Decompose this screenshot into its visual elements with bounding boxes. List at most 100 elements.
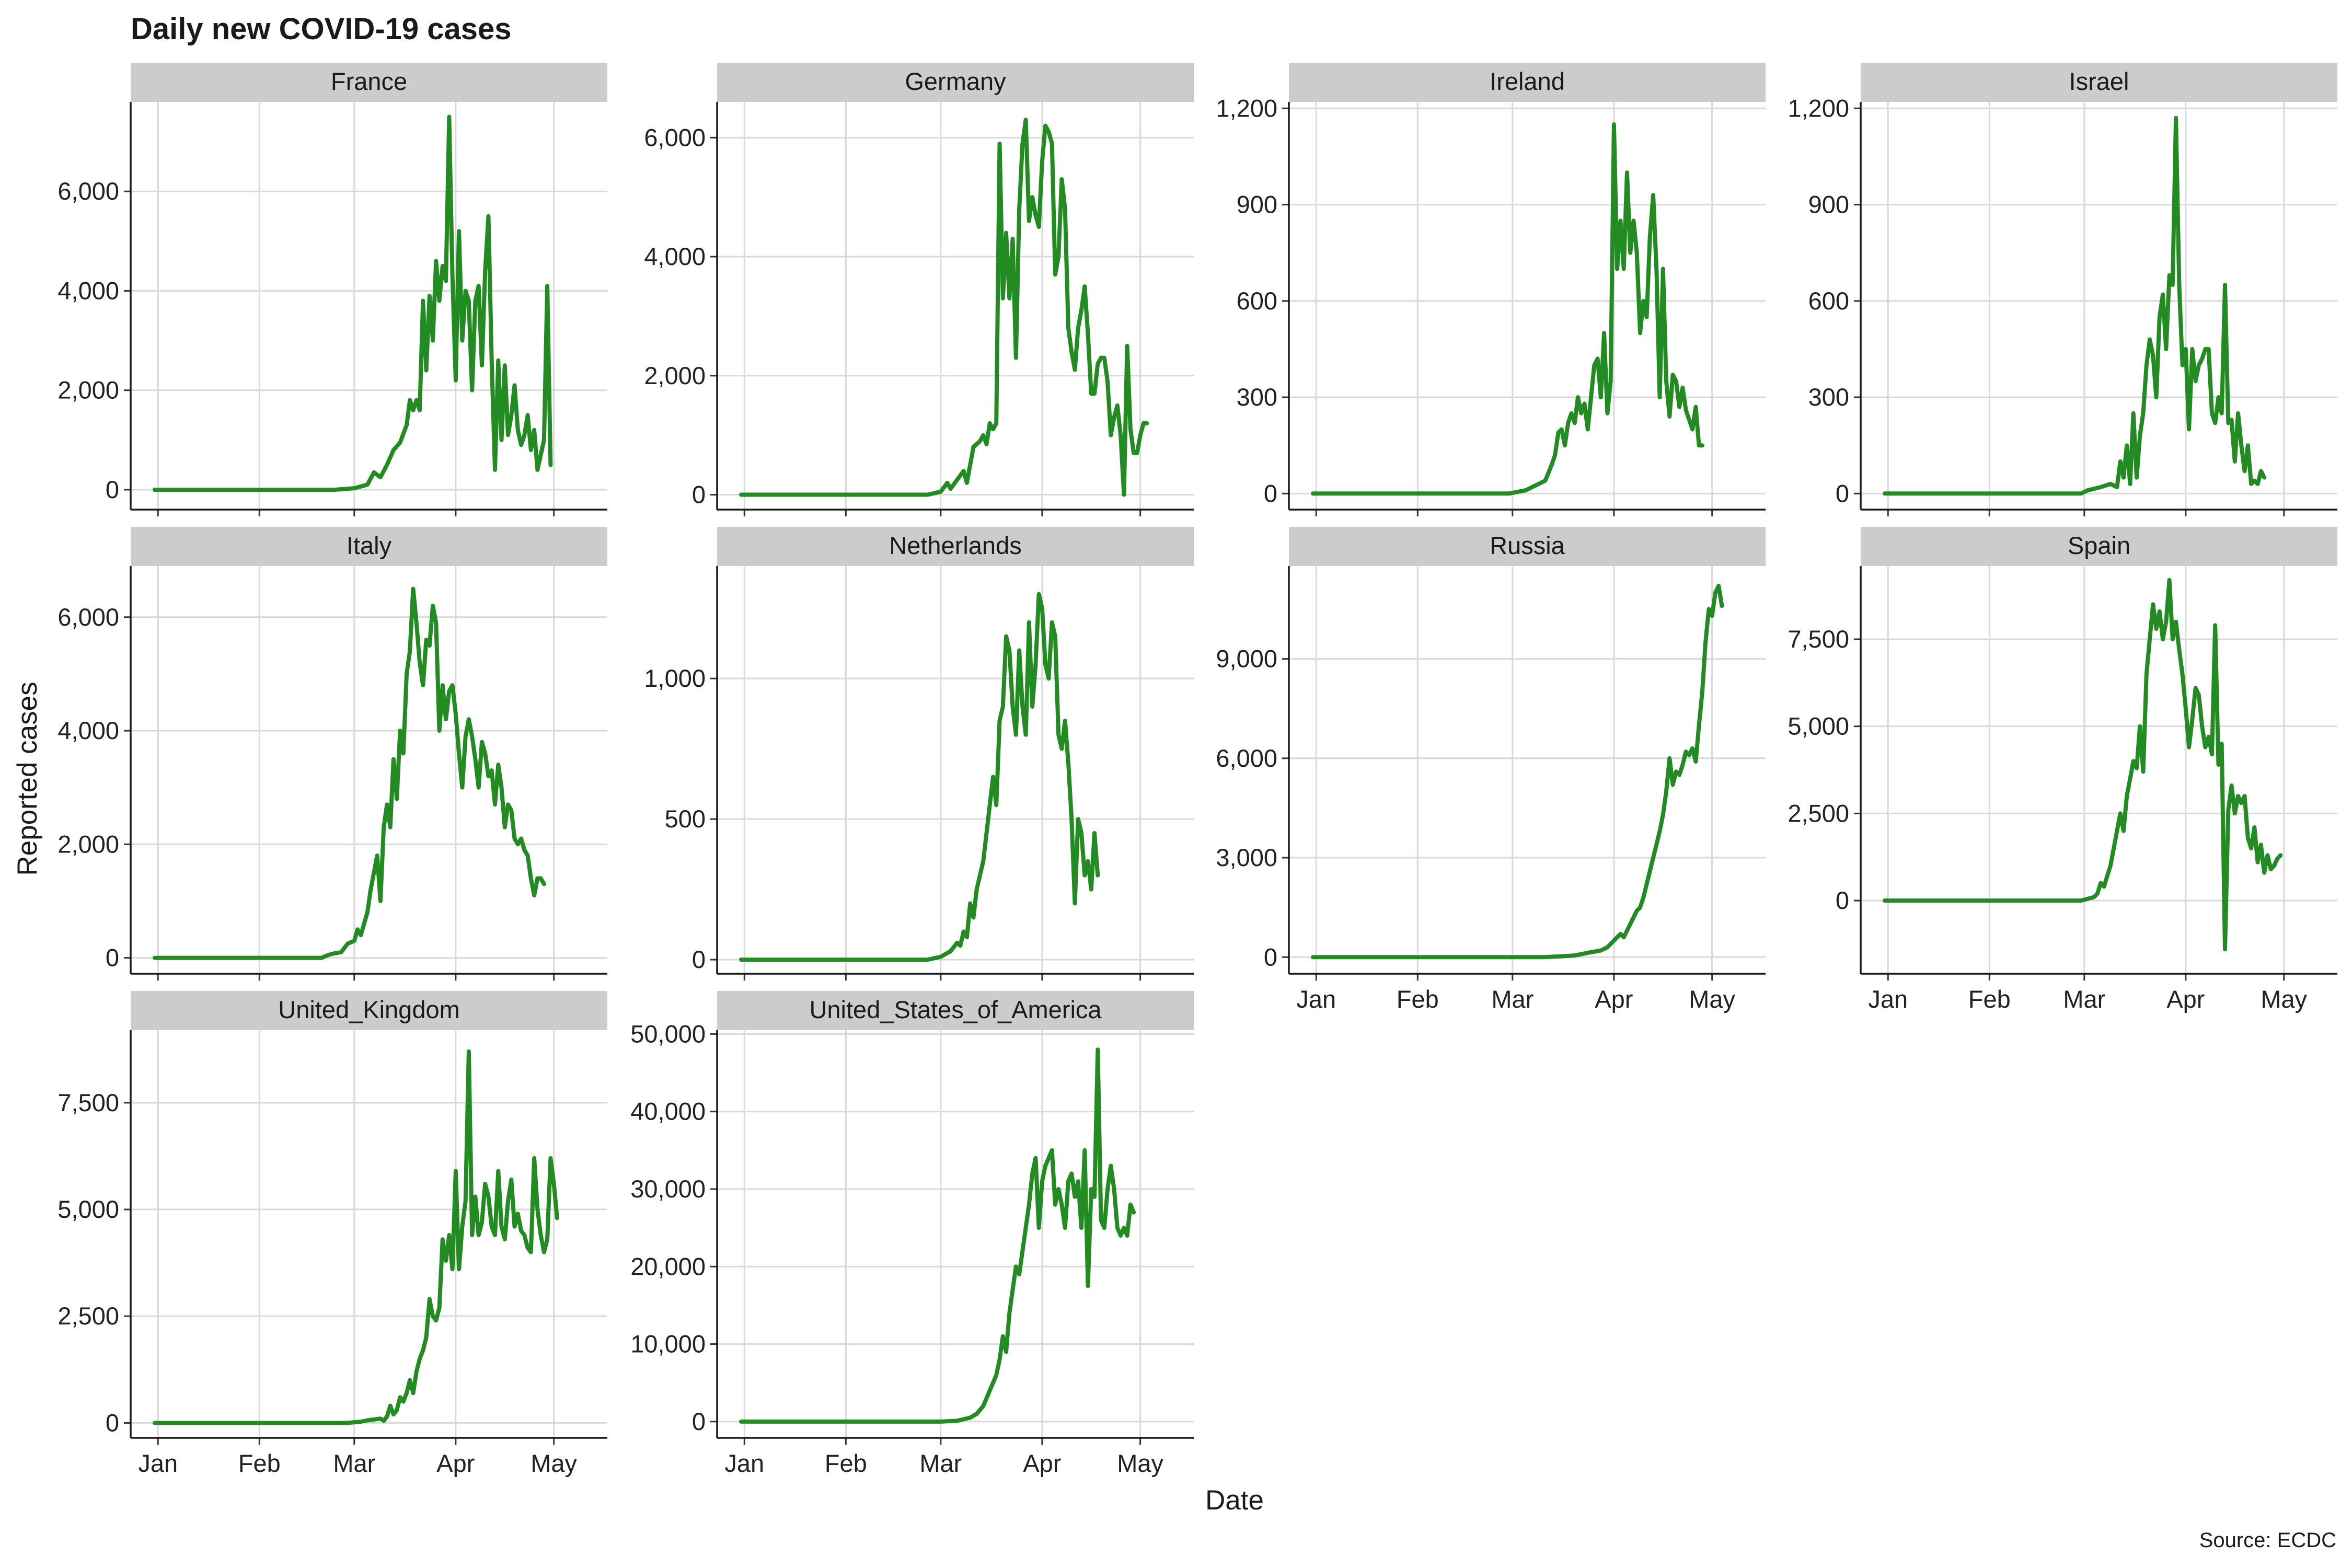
y-tick-label: 0 [106,1409,119,1436]
x-tick-label: Feb [238,1449,281,1477]
y-tick-label: 4,000 [57,276,119,304]
facet-strip-label: Netherlands [889,532,1021,559]
facet-strip-label: Italy [347,532,392,559]
series-line [739,1047,1136,1424]
y-tick-label: 10,000 [630,1330,706,1358]
facet-panel: 0 2,500 5,000 7,500 Jan Feb Mar Apr May Spain [1788,527,2337,1013]
x-tick-label: Mar [919,1449,962,1477]
series-line [1311,584,1724,960]
x-axis-title: Date [1205,1485,1264,1516]
y-tick-label: 2,500 [1788,799,1849,827]
x-tick-label: Jan [1296,985,1336,1013]
facet-panel: 0 300 600 900 1,200 Ireland [1216,63,1766,516]
facet-strip-label: Germany [905,67,1006,95]
facet-strip-label: Russia [1490,532,1565,559]
x-tick-label: Jan [138,1449,178,1477]
x-tick-label: May [531,1449,577,1477]
facet-panel: 0 2,000 4,000 6,000 Germany [644,63,1194,516]
x-tick-label: Feb [825,1449,867,1477]
x-tick-label: Apr [2166,985,2205,1013]
x-tick-label: Apr [1595,985,1633,1013]
facet-strip [1861,527,2337,566]
series-line [1883,578,2283,952]
facet-strip [1289,527,1766,566]
x-tick-label: Apr [436,1449,475,1477]
y-tick-label: 5,000 [1788,712,1849,740]
x-tick-label: Jan [1868,985,1908,1013]
x-tick-label: Mar [333,1449,375,1477]
y-tick-label: 1,200 [1216,94,1277,122]
facet-strip [131,527,607,566]
chart-title: Daily new COVID-19 cases [131,12,512,46]
y-tick-label: 7,500 [1788,625,1849,653]
y-tick-label: 0 [106,476,119,503]
series-line [153,1049,559,1425]
facet-panel: 0 300 600 900 1,200 Israel [1788,63,2337,516]
y-tick-label: 2,000 [57,376,119,404]
y-tick-label: 0 [692,481,706,509]
facet-strip [717,63,1194,102]
facet-strip-label: United_Kingdom [278,996,460,1023]
x-tick-label: Apr [1023,1449,1061,1477]
facet-strip-label: Israel [2069,67,2129,95]
x-tick-label: Feb [1397,985,1439,1013]
y-tick-label: 600 [1808,287,1849,315]
facet-strip [717,527,1194,566]
facet-panel: 0 2,000 4,000 6,000 Italy [57,527,607,981]
x-tick-label: Feb [1968,985,2011,1013]
source-caption: Source: ECDC [2199,1529,2336,1552]
facet-panel: 0 2,500 5,000 7,500 Jan Feb Mar Apr May United_Ki… [57,991,607,1477]
facet-strip [717,991,1194,1030]
y-tick-label: 0 [1836,886,1849,914]
facet-panel: 0 10,000 20,000 30,000 40,000 50,000 Jan Feb Mar… [630,991,1194,1477]
facet-strip-label: Spain [2068,532,2130,559]
y-tick-label: 300 [1237,383,1277,411]
facet-panel: 0 500 1,000 Netherlands [644,527,1194,981]
series-line [1883,116,2267,496]
x-tick-label: May [1689,985,1735,1013]
y-tick-label: 6,000 [57,603,119,631]
facet-panel: 0 2,000 4,000 6,000 France [57,63,607,516]
y-tick-label: 20,000 [630,1252,706,1280]
y-axis-title: Reported cases [12,682,43,875]
facet-strip [131,991,607,1030]
y-tick-label: 2,500 [57,1302,119,1330]
y-tick-label: 9,000 [1216,645,1277,673]
y-tick-label: 0 [692,1408,706,1435]
y-tick-label: 300 [1808,383,1849,411]
y-tick-label: 1,200 [1788,94,1849,122]
y-tick-label: 40,000 [630,1098,706,1125]
y-tick-label: 1,000 [644,664,706,692]
y-tick-label: 50,000 [630,1020,706,1047]
facet-panels: 0 2,000 4,000 6,000 France 0 2,000 4,000 6,000 Ge… [57,63,2337,1477]
series-line [739,592,1100,962]
x-tick-label: Mar [1491,985,1534,1013]
series-line [153,586,546,960]
y-tick-label: 2,000 [57,830,119,858]
x-tick-label: Jan [724,1449,764,1477]
y-tick-label: 6,000 [1216,744,1277,772]
y-tick-label: 0 [1836,479,1849,507]
series-line [739,118,1149,497]
facet-strip [1861,63,2337,102]
y-tick-label: 600 [1237,287,1277,315]
facet-strip [1289,63,1766,102]
x-tick-label: May [2261,985,2307,1013]
y-tick-label: 3,000 [1216,844,1277,871]
series-line [1311,122,1704,496]
y-tick-label: 4,000 [57,717,119,744]
y-tick-label: 2,000 [644,362,706,389]
y-tick-label: 0 [106,944,119,972]
y-tick-label: 500 [665,805,706,833]
y-tick-label: 0 [692,946,706,973]
y-tick-label: 6,000 [57,177,119,205]
y-tick-label: 900 [1237,191,1277,218]
y-tick-label: 4,000 [644,243,706,270]
y-tick-label: 30,000 [630,1175,706,1203]
y-tick-label: 900 [1808,191,1849,218]
facet-strip-label: Ireland [1490,67,1565,95]
y-tick-label: 7,500 [57,1089,119,1116]
y-tick-label: 6,000 [644,123,706,151]
